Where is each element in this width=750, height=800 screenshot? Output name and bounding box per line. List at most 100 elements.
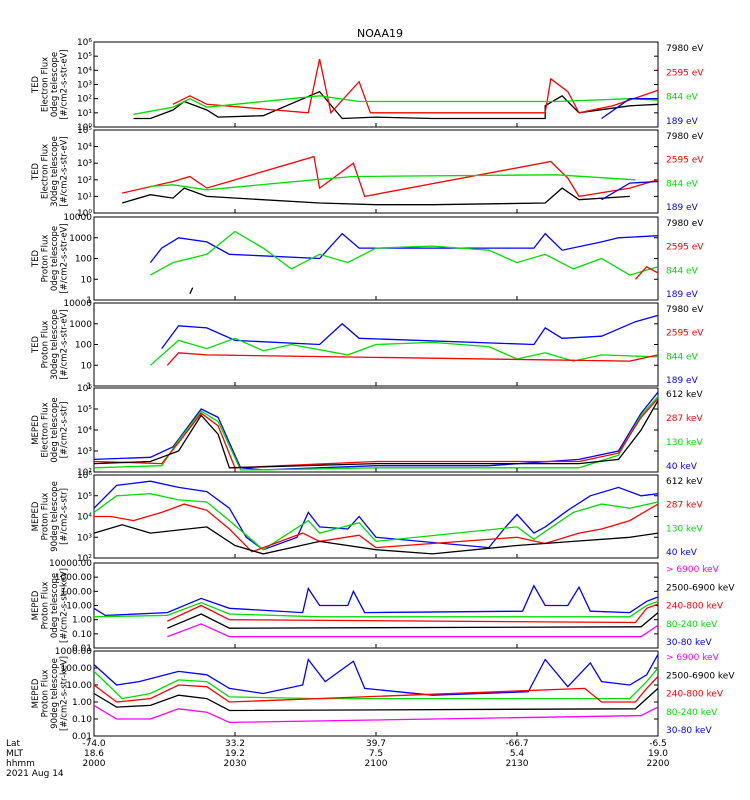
legend-label: 844 eV (666, 179, 699, 189)
series-line-7980-ev (189, 287, 194, 295)
y-axis-label: MEPED Proton Flux 0deg telescope [#/cm2-s-s… (31, 568, 70, 643)
series-line-80-240-kev (93, 600, 659, 618)
y-axis-label-line: MEPED (31, 415, 41, 445)
legend-label: 30-80 keV (666, 638, 712, 648)
legend-label: 240-800 keV (666, 690, 724, 700)
x-axis-row-label: hhmm (6, 759, 35, 769)
x-tick-hhmm: 2000 (83, 759, 106, 769)
y-tick-label: 100 (75, 341, 92, 351)
y-tick-label: 10² (77, 468, 92, 478)
x-tick-lat: 39.7 (366, 739, 386, 749)
legend-label: 7980 eV (666, 44, 704, 54)
legend-label: 612 keV (666, 390, 703, 400)
panel-5: 10⁶ 10⁵ 10⁴ 10³ 10² MEPED Electron Flux 0deg te… (31, 384, 703, 478)
y-tick-label: 10000.00 (49, 559, 92, 569)
series-line-189-ev (601, 180, 659, 201)
x-axis-row-label: Lat (6, 739, 21, 749)
y-axis-label: TED Proton Flux 30deg telescope [#/cm2-s-st… (31, 309, 70, 380)
panel-3: 10000 1000 100 10 1 TED Proton Flux 0deg telesc… (31, 213, 704, 306)
y-axis-label-line: 0deg telescope (50, 52, 60, 117)
legend-label: 30-80 keV (666, 726, 712, 736)
legend-label: 80-240 keV (666, 620, 718, 630)
panel-frame (93, 216, 659, 301)
series-line-287-kev (93, 398, 659, 469)
x-axis-row-label: 2021 Aug 14 (6, 769, 64, 779)
legend-label: 844 eV (666, 93, 699, 103)
y-tick-label: 10¹ (77, 192, 92, 202)
legend-label: 40 keV (666, 462, 698, 472)
y-tick-label: 100.00 (61, 587, 93, 597)
y-axis-label-line: TED (31, 75, 41, 94)
y-tick-label: 10⁶ (77, 471, 92, 481)
y-tick-label: 0.01 (72, 644, 92, 654)
legend-label: 2595 eV (666, 68, 704, 78)
y-tick-label: 10⁶ (77, 384, 92, 394)
y-axis-label-line: 0deg telescope (50, 226, 60, 291)
y-axis-label-line: 0deg telescope (50, 573, 60, 638)
series-line-7980-ev (122, 187, 630, 206)
series-line-189-ev (601, 98, 658, 120)
x-tick-lat: -6.5 (649, 739, 667, 749)
legend-label: 7980 eV (666, 305, 704, 315)
y-tick-label: 10⁴ (77, 513, 92, 523)
y-tick-label: 0.10 (72, 630, 92, 640)
x-tick-hhmm: 2100 (365, 759, 388, 769)
y-axis-label-line: [#/cm2-s-str-eV] (60, 309, 70, 379)
series-line-2595-ev (166, 352, 659, 366)
series-line-2595-ev (122, 155, 659, 198)
series-line-2500-6900-kev (167, 612, 659, 629)
y-tick-label: 10⁵ (77, 405, 92, 415)
x-tick-lat: 33.2 (225, 739, 245, 749)
y-axis-label-line: Proton Flux (41, 582, 51, 630)
panel-6: 10⁶ 10⁵ 10⁴ 10³ 10² MEPED Proton Flux 90deg tel… (31, 471, 703, 564)
series-line-80-240-kev (93, 667, 659, 700)
x-tick-hhmm: 2200 (647, 759, 670, 769)
y-axis-label-line: [#/cm2-s-str-eV] (60, 136, 70, 206)
x-tick-mlt: 18.6 (84, 749, 104, 759)
series-line-844-ev (133, 95, 659, 115)
y-axis-label: TED Electron Flux 30deg telescope [#/cm2-s-… (31, 136, 70, 207)
y-tick-label: 10⁴ (77, 426, 92, 436)
legend-label: > 6900 keV (666, 653, 720, 663)
x-tick-mlt: 7.5 (369, 749, 383, 759)
x-tick-hhmm: 2030 (224, 759, 247, 769)
series-line-612-kev (93, 400, 659, 469)
y-tick-label: 10³ (77, 533, 92, 543)
panel-4: 10000 1000 100 10 1 TED Proton Flux 30deg teles… (31, 299, 704, 392)
series-line-844-ev (149, 337, 659, 366)
y-axis-label-line: 0deg telescope (50, 397, 60, 462)
y-tick-label: 10⁴ (77, 143, 92, 153)
y-tick-label: 10⁰ (77, 209, 92, 219)
series-line-189-ev (161, 314, 659, 349)
y-tick-label: 1.00 (72, 698, 92, 708)
y-tick-label: 10 (81, 361, 93, 371)
legend-label: 130 keV (666, 438, 703, 448)
legend-label: 189 eV (666, 290, 699, 300)
y-axis-label-line: [#/cm2-s-str-eV] (60, 223, 70, 293)
panel-frame (93, 562, 659, 649)
y-tick-label: 1000.00 (55, 573, 92, 583)
legend-label: 287 keV (666, 414, 703, 424)
y-axis-label-line: Proton Flux (41, 493, 51, 541)
y-tick-label: 10⁰ (77, 123, 92, 133)
y-tick-label: 10.00 (66, 681, 92, 691)
y-axis-label-line: Electron Flux (41, 402, 51, 457)
series-line-189-ev (149, 232, 659, 263)
x-tick-lat: -66.7 (505, 739, 528, 749)
x-tick-hhmm: 2130 (506, 759, 529, 769)
y-tick-label: 1 (86, 296, 92, 306)
y-axis-label-line: TED (31, 335, 41, 354)
panel-1: 10⁶ 10⁵ 10⁴ 10³ 10² 10¹ 10⁰ TED Electron Flux 0de… (31, 38, 704, 133)
y-tick-label: 0.10 (72, 715, 92, 725)
y-axis-label-line: TED (31, 249, 41, 268)
y-axis-label-line: [#/cm2-s-str] (60, 488, 70, 545)
y-axis-label-line: 90deg telescope (50, 481, 60, 552)
y-axis-label: TED Proton Flux 0deg telescope [#/cm2-s-str… (31, 223, 70, 293)
x-tick-lat: -74.0 (82, 739, 106, 749)
series-line-844-ev (150, 174, 636, 191)
legend-label: 2595 eV (666, 156, 704, 166)
y-tick-label: 10⁴ (77, 66, 92, 76)
y-tick-label: 10⁵ (77, 52, 92, 62)
